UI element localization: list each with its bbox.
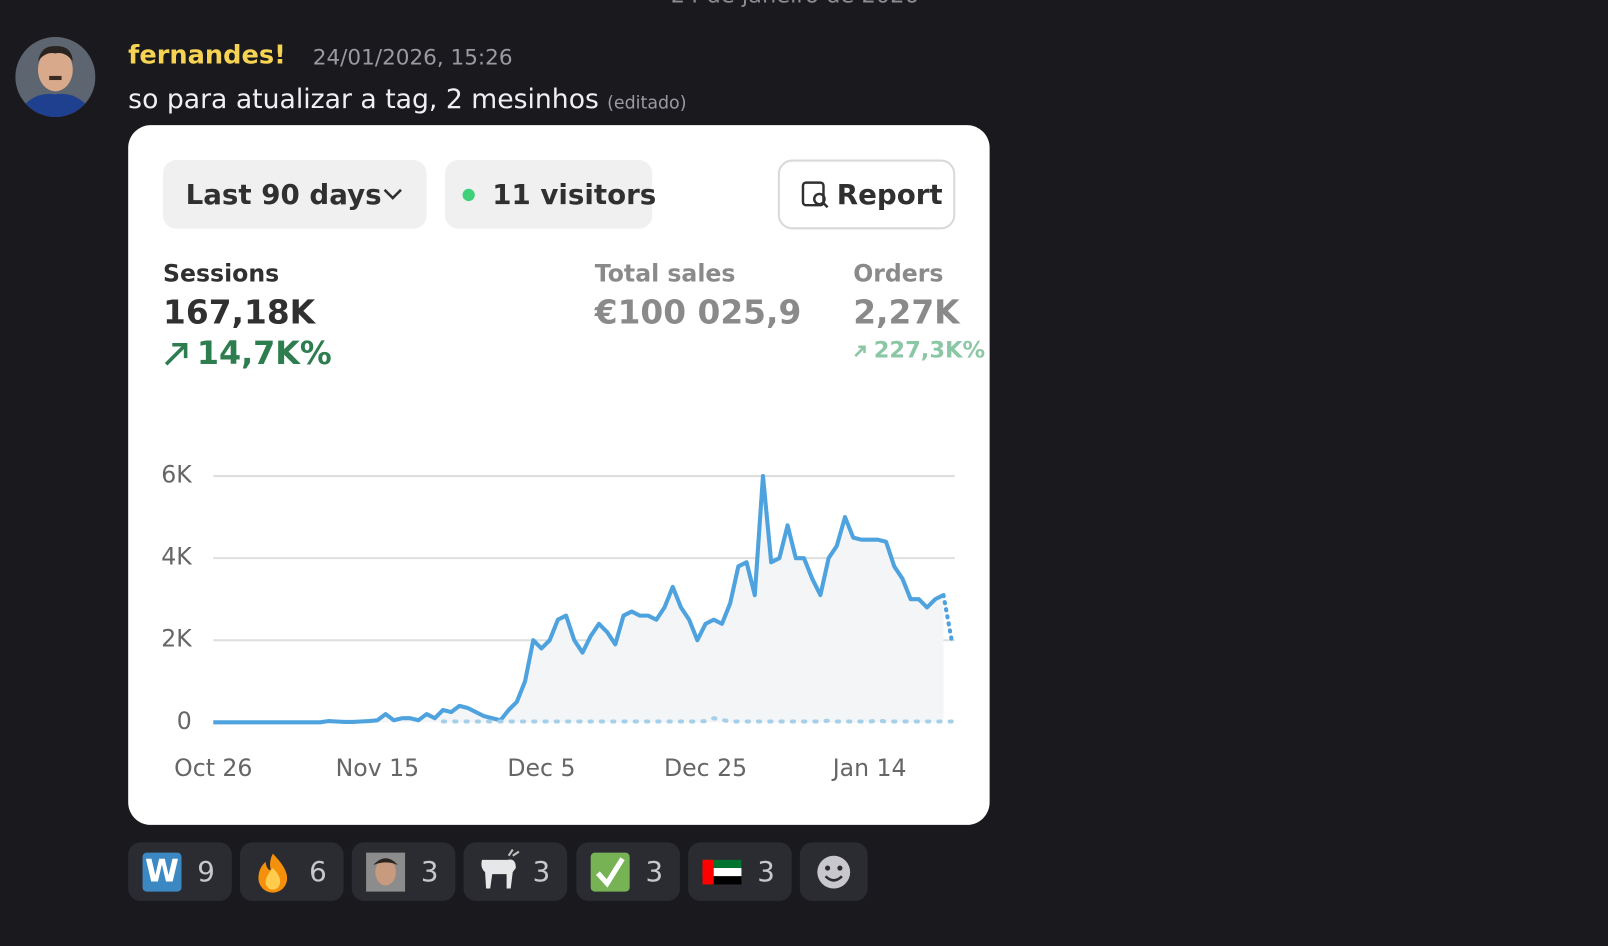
reaction-pill[interactable] (239, 842, 344, 901)
report-icon (801, 181, 829, 209)
metric-value: 167,18K (163, 293, 317, 331)
x-tick-label: Dec 25 (664, 754, 747, 782)
line (213, 474, 945, 725)
y-tick-label: 0 (177, 707, 192, 735)
report-button (777, 159, 956, 230)
x-tick-label: Dec 5 (507, 754, 575, 782)
timestamp: 24/01/2026, 15:26 (313, 45, 513, 70)
range-button (163, 160, 427, 229)
x-tick-label: Jan 14 (831, 754, 907, 782)
reaction-count: 3 (645, 855, 663, 888)
avatar[interactable] (15, 36, 96, 117)
reaction-count: 6 (309, 855, 327, 888)
reaction-count: 9 (197, 855, 215, 888)
reaction-glyph: W (145, 854, 179, 890)
reaction-pill[interactable] (463, 842, 568, 901)
line-partial (941, 593, 954, 643)
up-arrow (164, 342, 188, 366)
reaction-count: 3 (757, 855, 775, 888)
metric-change: 227,3K% (874, 337, 985, 363)
reaction-count: 3 (533, 855, 551, 888)
visitors-label: 11 visitors (492, 178, 656, 211)
area (213, 476, 944, 723)
metric-label: Sessions (163, 259, 279, 287)
y-tick-label: 4K (161, 543, 192, 571)
x-tick-label: Nov 15 (336, 754, 419, 782)
metric-change: 14,7K% (197, 335, 332, 372)
date-divider: 24 de janeiro de 2026 (671, 0, 919, 8)
y-tick-label: 6K (161, 461, 192, 489)
range-label: Last 90 days (186, 178, 382, 211)
metric-label: Orders (853, 259, 943, 287)
visitors-pill (445, 160, 653, 229)
edited-tag: (editado) (607, 94, 686, 114)
x-tick-label: Oct 26 (174, 754, 252, 782)
message-text: so para atualizar a tag, 2 mesinhos (128, 84, 599, 115)
author[interactable]: fernandes! (128, 40, 286, 70)
y-tick-label: 2K (161, 625, 192, 653)
metric-label: Total sales (595, 259, 736, 287)
metric-value: 2,27K (853, 293, 961, 331)
reaction-count: 3 (421, 855, 439, 888)
chevron (383, 188, 402, 200)
reaction-icons (142, 848, 851, 893)
up-arrow (854, 345, 866, 357)
report-label: Report (837, 178, 943, 211)
metric-value: €100 025,9 (594, 293, 801, 331)
live-dot (462, 188, 475, 202)
